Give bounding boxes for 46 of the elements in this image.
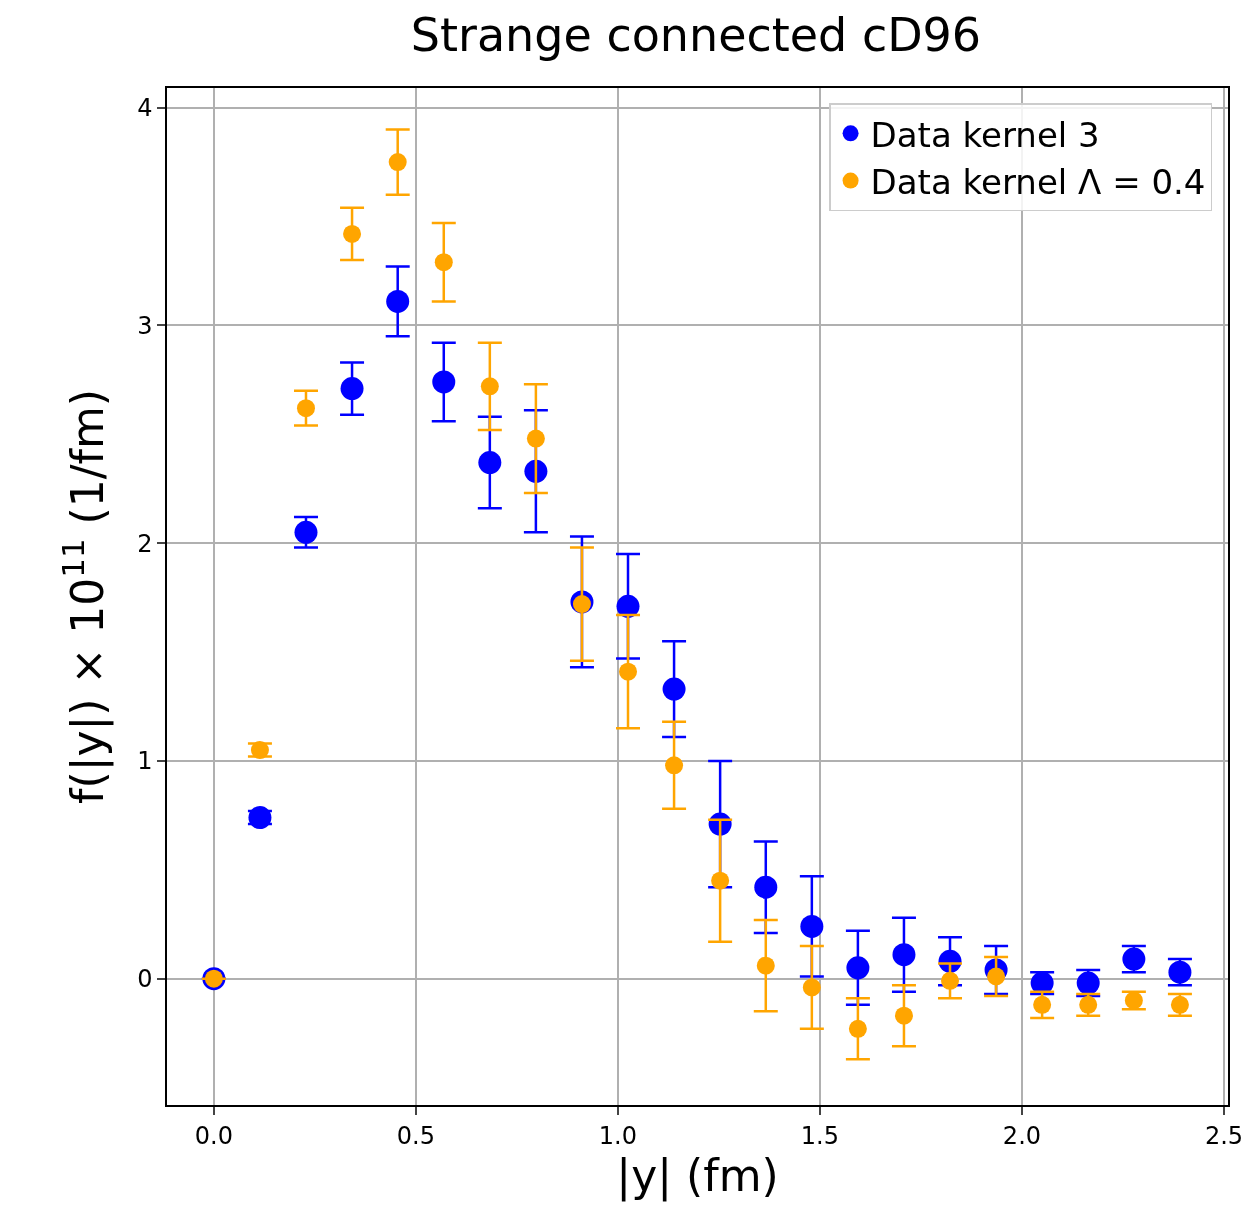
point (1079, 995, 1098, 1014)
point (848, 1019, 867, 1038)
x-tick-label: 1.5 (800, 1121, 840, 1150)
x-tick-label: 0.0 (194, 1121, 233, 1150)
point (297, 399, 315, 418)
point (294, 520, 318, 544)
point (248, 806, 272, 830)
point (526, 429, 545, 448)
point (754, 875, 778, 899)
x-tick-label: 2.0 (1002, 1121, 1042, 1150)
point (250, 741, 269, 760)
point (662, 677, 686, 701)
point (616, 594, 640, 618)
y-tick-label: 2 (137, 529, 153, 558)
point (619, 662, 638, 681)
y-tick-label: 3 (137, 311, 153, 340)
x-tick-label: 1.0 (598, 1121, 637, 1150)
point (802, 978, 821, 997)
point (480, 377, 499, 396)
x-axis-title: |y| (fm) (616, 1150, 779, 1203)
y-tick-label: 1 (137, 747, 153, 776)
point (711, 871, 730, 890)
point (800, 914, 824, 938)
point (892, 943, 916, 967)
chart-title: Strange connected cD96 (410, 7, 982, 62)
point (665, 756, 684, 775)
point (941, 971, 960, 990)
x-tick-label: 0.5 (396, 1121, 435, 1150)
legend-label: Data kernel Λ = 0.4 (870, 161, 1206, 202)
point (1124, 991, 1143, 1010)
point (894, 1006, 913, 1025)
point (432, 370, 456, 394)
point (1170, 995, 1189, 1014)
y-tick-label: 0 (137, 965, 153, 994)
point (434, 253, 453, 272)
y-tick-label: 4 (137, 94, 153, 122)
x-tick-label: 2.5 (1204, 1121, 1244, 1150)
point (386, 289, 410, 313)
point (343, 224, 362, 243)
point (388, 153, 407, 172)
point (1033, 995, 1052, 1014)
point (478, 451, 502, 475)
point (340, 377, 364, 401)
point (846, 956, 870, 980)
point (756, 956, 775, 975)
legend-label: Data kernel 3 (870, 114, 1100, 155)
